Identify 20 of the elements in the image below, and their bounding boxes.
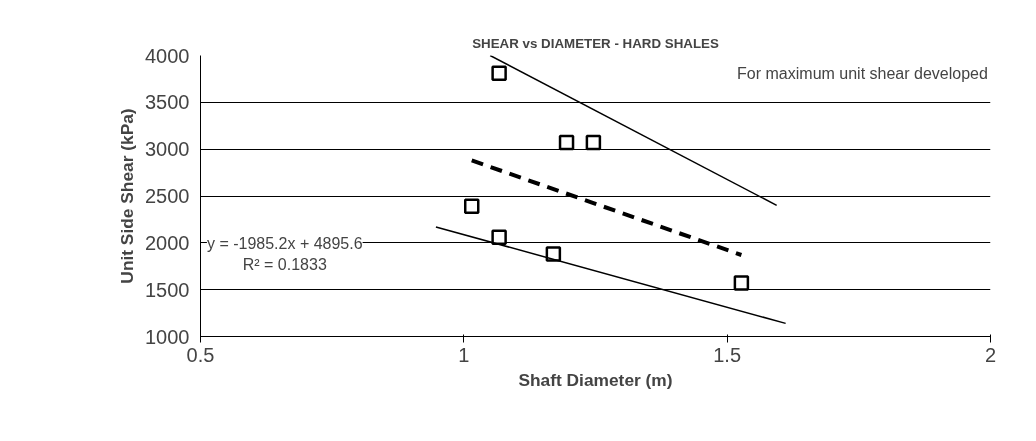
y-axis-title: Unit Side Shear (kPa) (117, 108, 138, 284)
x-tick-label: 1.5 (713, 343, 742, 366)
point (463, 198, 480, 215)
point (733, 275, 750, 291)
y-tick-label: 4000 (145, 44, 190, 67)
y-tick-label: 1500 (145, 278, 190, 301)
y-tick-label: 3000 (145, 138, 190, 161)
y-tick-label: 2000 (145, 231, 190, 254)
point (491, 65, 507, 82)
point (491, 229, 507, 245)
annotation: y = -1985.2x + 4895.6 R² = 0.1833 (206, 235, 363, 273)
x-tick-label: 1 (458, 343, 470, 366)
chart-title: SHEAR vs DIAMETER - HARD SHALES (472, 35, 719, 51)
x-tick-label: 2 (984, 343, 997, 366)
annotation: For maximum unit shear developed (737, 64, 988, 82)
y-tick-label: 3500 (145, 91, 190, 114)
point (585, 134, 602, 151)
point (558, 134, 575, 151)
x-axis-title: Shaft Diameter (m) (518, 369, 673, 390)
y-tick-label: 2500 (145, 185, 190, 207)
